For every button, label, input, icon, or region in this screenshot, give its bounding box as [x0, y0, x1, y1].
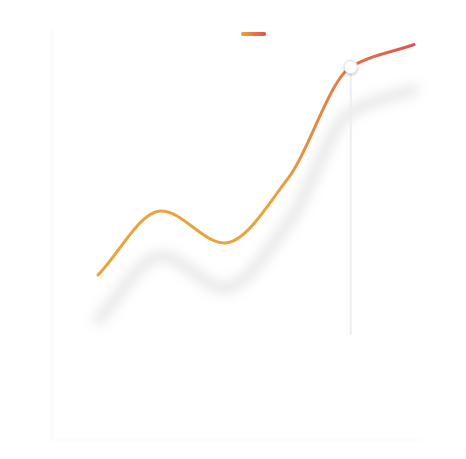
data-point[interactable] — [218, 237, 230, 249]
plot-area-border — [51, 30, 420, 441]
legend-swatch — [241, 32, 266, 36]
data-point[interactable] — [155, 205, 167, 217]
legend — [241, 32, 266, 36]
series-line — [96, 43, 416, 277]
highlighted-point-marker[interactable] — [343, 60, 358, 74]
data-point[interactable] — [408, 39, 420, 51]
data-point[interactable] — [282, 173, 294, 185]
series-line-shadow — [93, 85, 419, 325]
data-point[interactable] — [92, 269, 104, 281]
series-layer — [92, 39, 420, 335]
